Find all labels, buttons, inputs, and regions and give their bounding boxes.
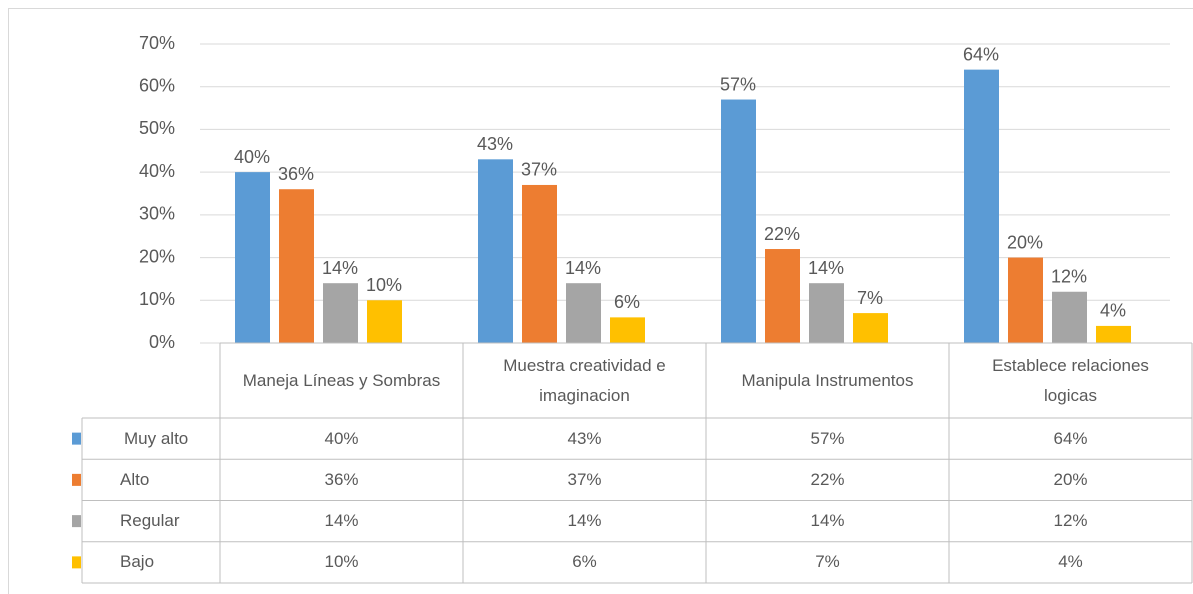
table-cell: 36%	[324, 469, 359, 489]
bar	[809, 283, 844, 343]
data-label: 14%	[565, 258, 601, 278]
data-label: 40%	[234, 147, 270, 167]
legend-label: Muy alto	[124, 428, 189, 448]
category-label: Muestra creatividad e imaginacion	[503, 355, 666, 405]
table-cell: 22%	[810, 469, 845, 489]
legend-label: Bajo	[120, 552, 155, 572]
table-cell: 14%	[810, 511, 845, 531]
legend-label: Regular	[120, 511, 180, 531]
bar	[566, 283, 601, 343]
table-cell: 4%	[1058, 552, 1083, 572]
table-cell: 37%	[567, 469, 602, 489]
y-tick-label: 50%	[139, 118, 175, 138]
bar	[1096, 325, 1131, 343]
legend-key	[72, 556, 81, 569]
data-label: 14%	[322, 258, 358, 278]
y-tick-label: 40%	[139, 161, 175, 181]
table-cell: 64%	[1053, 428, 1088, 448]
y-tick-label: 0%	[149, 332, 175, 352]
bar	[478, 159, 513, 343]
bar	[964, 69, 999, 343]
bar	[853, 313, 888, 343]
data-label: 37%	[521, 160, 557, 180]
category-label: Establece relaciones logicas	[992, 355, 1149, 405]
data-label: 10%	[366, 275, 402, 295]
data-label: 7%	[857, 288, 883, 308]
legend-key	[72, 473, 81, 486]
y-tick-label: 70%	[139, 33, 175, 53]
data-label: 43%	[477, 134, 513, 154]
legend-key	[72, 432, 81, 445]
y-tick-label: 30%	[139, 204, 175, 224]
table-cell: 57%	[810, 428, 845, 448]
bar	[235, 172, 270, 343]
table-cell: 40%	[324, 428, 359, 448]
bar	[279, 189, 314, 343]
data-label: 36%	[278, 164, 314, 184]
bar	[610, 317, 645, 343]
bar	[1052, 291, 1087, 343]
legend-label: Alto	[120, 469, 150, 489]
bar	[323, 283, 358, 343]
table-cell: 6%	[572, 552, 597, 572]
bar	[721, 99, 756, 344]
table-cell: 12%	[1053, 511, 1088, 531]
data-label: 64%	[963, 44, 999, 64]
data-label: 14%	[808, 258, 844, 278]
y-tick-label: 20%	[139, 246, 175, 266]
table-cell: 10%	[324, 552, 359, 572]
data-label: 22%	[764, 224, 800, 244]
table-cell: 43%	[567, 428, 602, 448]
bar	[1008, 257, 1043, 343]
y-tick-label: 10%	[139, 289, 175, 309]
data-label: 20%	[1007, 232, 1043, 252]
bar	[522, 184, 557, 343]
chart-frame	[8, 8, 1193, 594]
bar	[765, 249, 800, 343]
data-label: 57%	[720, 74, 756, 94]
y-tick-label: 60%	[139, 75, 175, 95]
data-label: 12%	[1051, 266, 1087, 286]
table-cell: 20%	[1053, 469, 1088, 489]
table-cell: 7%	[815, 552, 840, 572]
category-label: Manipula Instrumentos	[741, 370, 914, 390]
category-label: Maneja Líneas y Sombras	[242, 370, 441, 390]
table-cell: 14%	[567, 511, 602, 531]
table-cell: 14%	[324, 511, 359, 531]
data-label: 6%	[614, 292, 640, 312]
bar	[367, 300, 402, 343]
legend-key	[72, 515, 81, 528]
data-label: 4%	[1100, 301, 1126, 321]
